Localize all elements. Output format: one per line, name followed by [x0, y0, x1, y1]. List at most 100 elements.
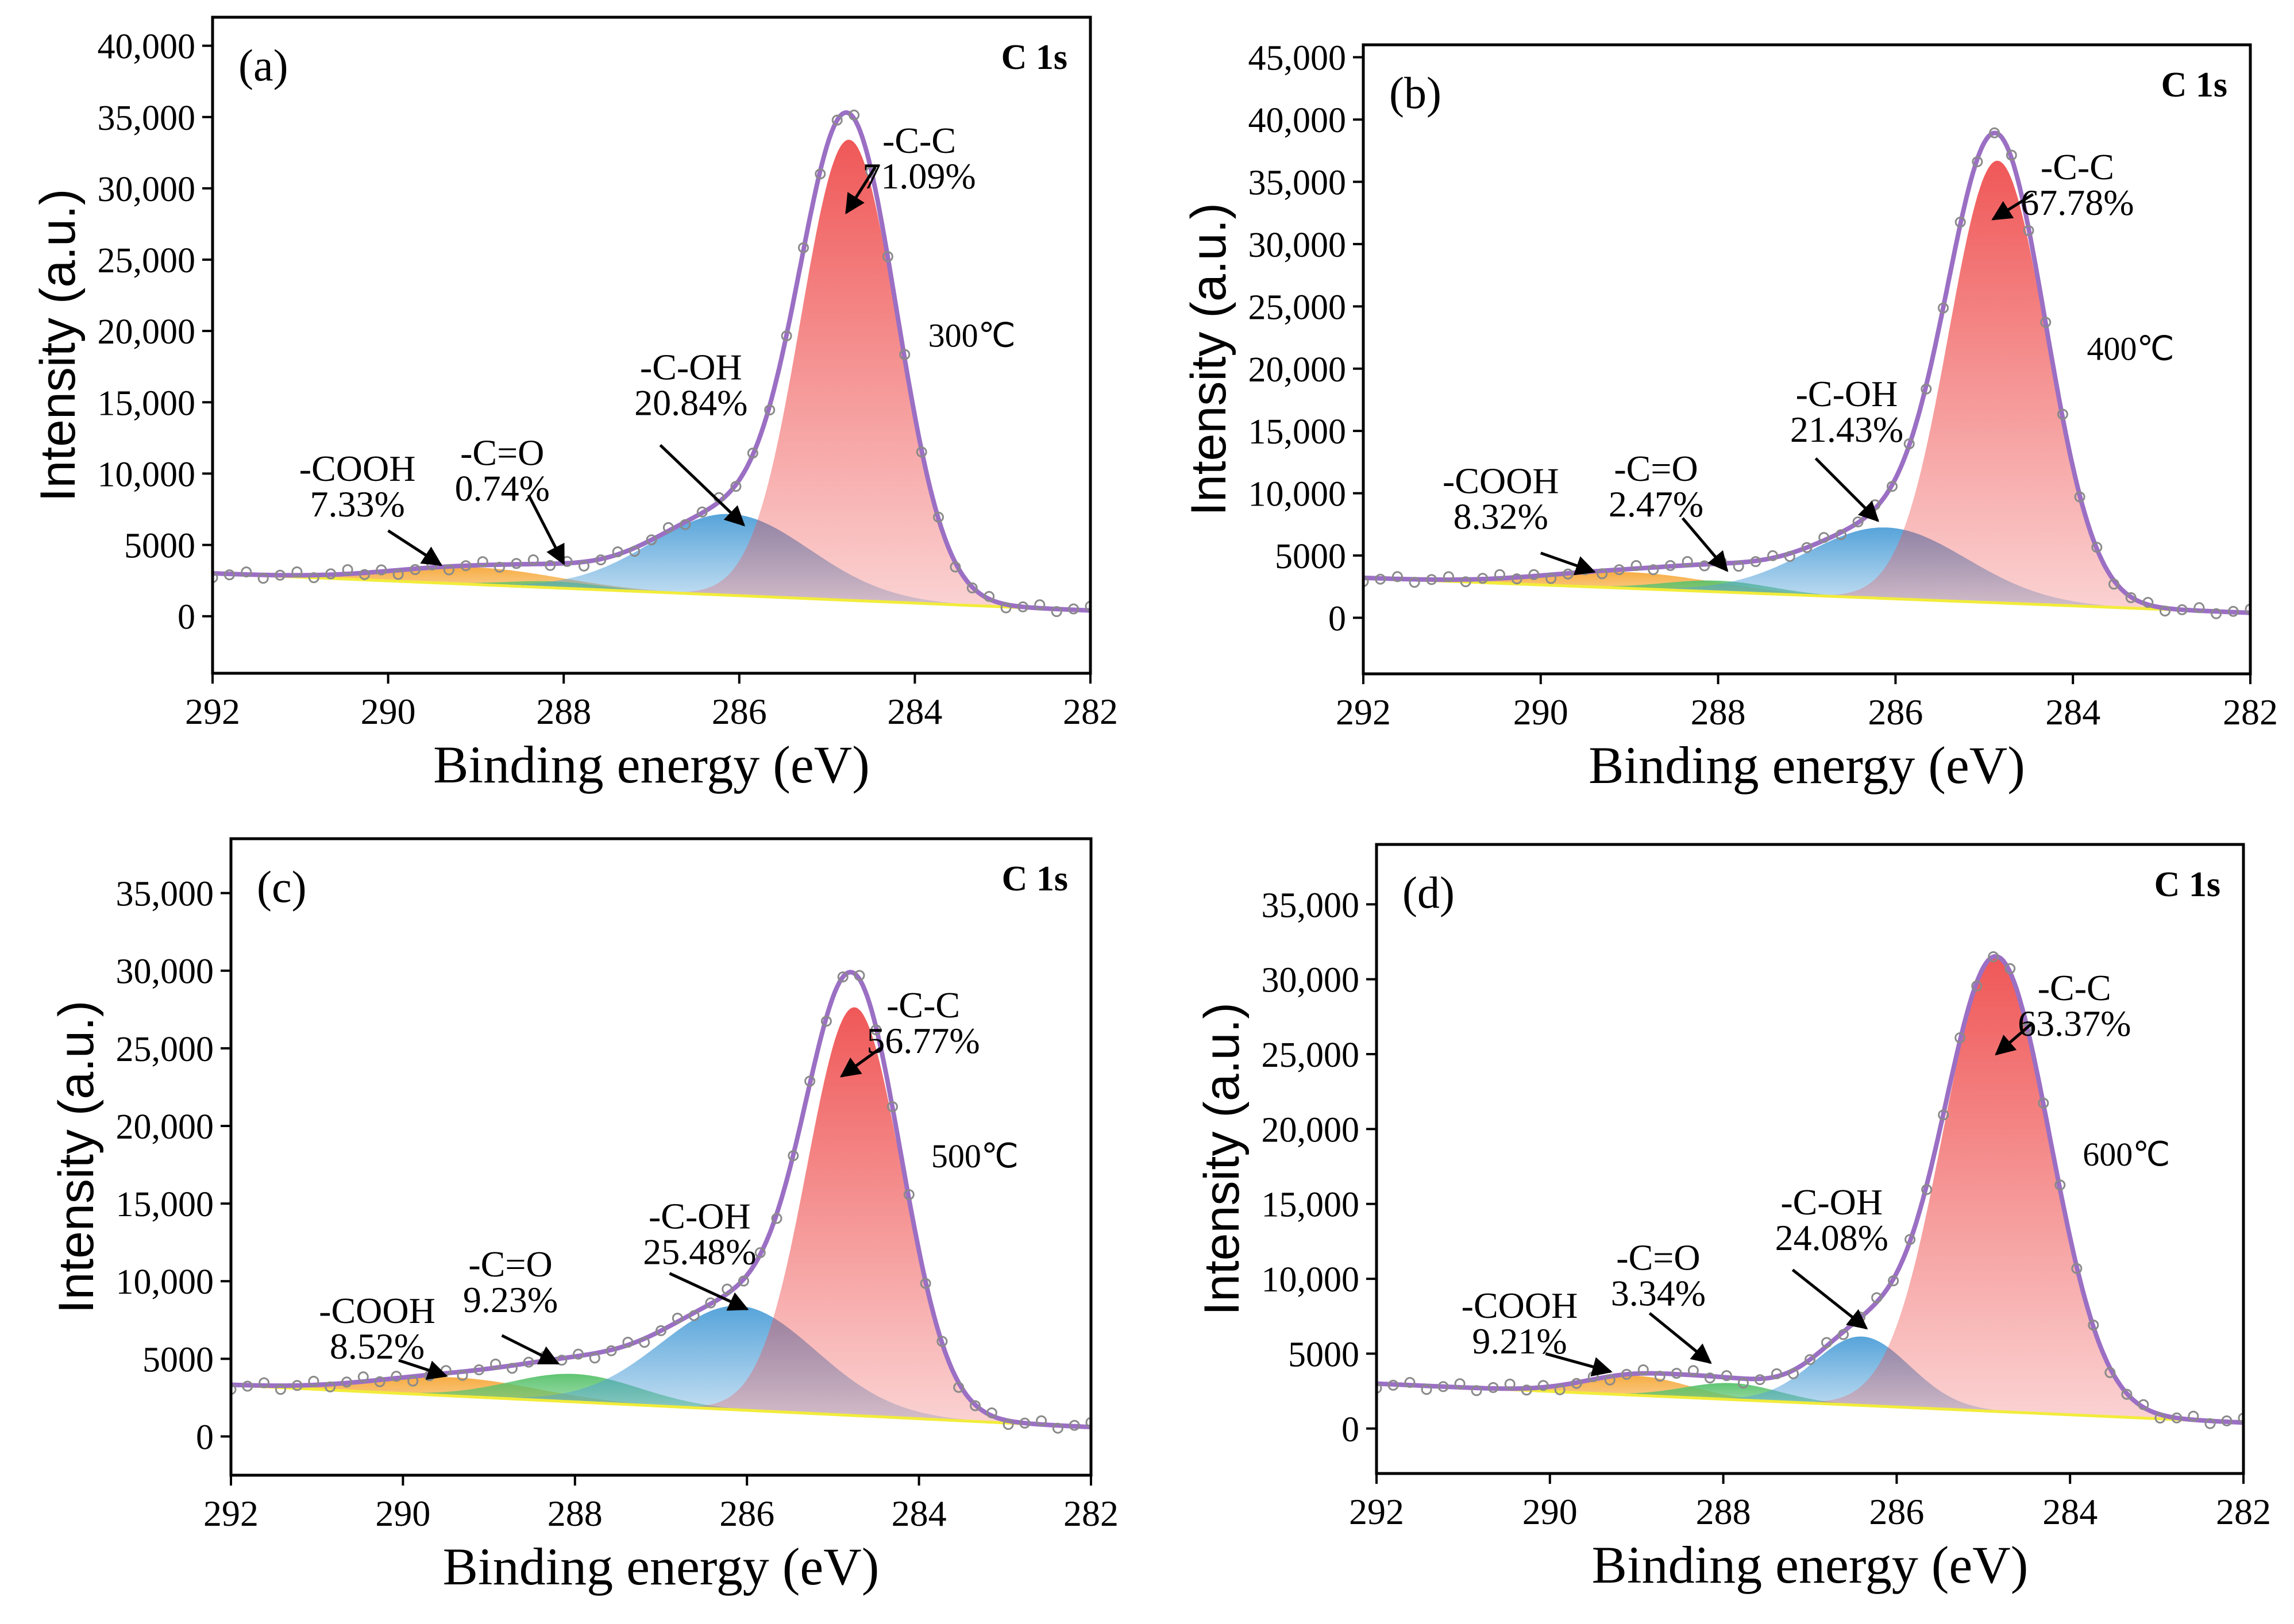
- peak-name-label: -C-C: [886, 985, 960, 1025]
- data-point: [680, 519, 691, 530]
- data-point: [837, 971, 849, 983]
- peak-name-label: -C-C: [882, 120, 956, 161]
- data-point: [342, 564, 353, 576]
- peak-name-label: -C-OH: [1780, 1182, 1883, 1222]
- data-point: [2006, 149, 2017, 161]
- data-point: [831, 114, 843, 126]
- x-tick-label: 288: [1696, 1491, 1751, 1532]
- x-tick-label: 282: [2223, 692, 2278, 732]
- x-tick-label: 286: [1868, 692, 1923, 732]
- envelope-fit-line: [231, 970, 1091, 1430]
- peak-area-cooh: [1363, 572, 2250, 613]
- data-point: [231, 1384, 237, 1395]
- data-point: [920, 1278, 931, 1289]
- y-tick-label: 30,000: [98, 170, 196, 209]
- y-tick-label: 0: [196, 1418, 214, 1457]
- data-point: [573, 1348, 584, 1360]
- data-point: [2108, 578, 2119, 590]
- data-point: [506, 1363, 518, 1374]
- data-point: [1648, 564, 1659, 576]
- y-tick-label: 30,000: [1262, 961, 1360, 1000]
- x-tick-label: 286: [712, 691, 767, 732]
- y-tick-label: 25,000: [116, 1030, 214, 1069]
- data-point: [2125, 592, 2137, 603]
- data-point: [696, 506, 708, 518]
- data-point: [392, 569, 404, 580]
- annotation-arrow: [1540, 551, 1596, 576]
- data-point: [1971, 980, 1983, 992]
- data-point: [2171, 1412, 2183, 1424]
- data-point: [1621, 1368, 1632, 1380]
- data-point: [1477, 573, 1489, 584]
- peak-area-cooh: [231, 1377, 1091, 1428]
- x-tick-label: 290: [375, 1493, 430, 1534]
- plot-area: [231, 970, 1091, 1434]
- peak-percent-label: 67.78%: [2021, 182, 2134, 223]
- data-point: [1391, 571, 1403, 583]
- peak-name-label: -COOH: [299, 448, 416, 489]
- x-tick-label: 284: [887, 691, 942, 732]
- data-point: [1888, 1275, 1899, 1287]
- data-point: [2104, 1367, 2116, 1378]
- x-axis-title: Binding energy (eV): [433, 735, 870, 794]
- peak-percent-label: 2.47%: [1609, 484, 1703, 524]
- peak-name-label: -C=O: [1616, 1237, 1700, 1278]
- y-tick-label: 20,000: [116, 1108, 214, 1147]
- data-point: [1671, 1368, 1682, 1379]
- peak-name-label: -COOH: [319, 1290, 435, 1331]
- annotation-arrow: [1681, 517, 1729, 572]
- baseline-line: [213, 572, 1090, 612]
- y-axis-title: Intensity (a.u.): [30, 189, 86, 502]
- data-point: [1034, 599, 1046, 611]
- data-point: [1788, 1368, 1799, 1379]
- data-point: [1511, 573, 1522, 585]
- x-tick-label: 288: [536, 691, 591, 732]
- data-point: [2040, 317, 2052, 328]
- y-tick-label: 35,000: [1248, 164, 1347, 203]
- data-point: [1003, 1419, 1014, 1430]
- chart-panel-d: 292 290 288 286 284 282 0 5000 10,000 15,000 20,00…: [1194, 843, 2271, 1594]
- y-tick-label: 5000: [124, 527, 195, 566]
- y-axis-title: Intensity (a.u.): [1181, 203, 1236, 516]
- data-point: [1085, 600, 1090, 612]
- envelope-fit-line: [1363, 130, 2250, 615]
- data-point: [213, 572, 218, 583]
- y-tick-label: 15,000: [1248, 412, 1347, 452]
- data-point: [798, 242, 809, 253]
- y-tick-label: 10,000: [98, 455, 196, 494]
- data-point: [788, 1150, 799, 1162]
- plot-frame: [229, 837, 1093, 1477]
- chart-panel-a: 292 290 288 286 284 282 0 5000 10,000 15,000 20,00…: [30, 16, 1118, 794]
- x-tick-label: 284: [892, 1493, 947, 1534]
- data-point: [2038, 1097, 2049, 1109]
- peak-name-label: -C-C: [2038, 967, 2111, 1008]
- data-point: [1838, 1329, 1849, 1340]
- data-point: [275, 1384, 286, 1395]
- data-point: [870, 1024, 882, 1036]
- y-tick-label: 20,000: [1262, 1110, 1360, 1149]
- x-tick-label: 286: [1869, 1491, 1924, 1532]
- peak-name-label: -C-OH: [640, 347, 742, 388]
- data-point: [523, 1356, 534, 1368]
- data-point: [1954, 217, 1966, 228]
- data-point: [291, 566, 303, 577]
- temperature-label: 400℃: [2087, 330, 2174, 368]
- data-point: [1421, 1384, 1432, 1395]
- data-point: [622, 1337, 634, 1348]
- x-tick-label: 292: [203, 1493, 259, 1534]
- data-point: [1954, 1032, 1966, 1043]
- annotation-arrow: [1791, 1268, 1868, 1330]
- data-point: [1921, 383, 1932, 395]
- data-point: [1443, 571, 1454, 583]
- data-point: [953, 1382, 965, 1393]
- plot-frame: [1375, 843, 2245, 1475]
- peak-percent-label: 3.34%: [1611, 1272, 1706, 1313]
- data-point: [457, 1370, 468, 1381]
- data-point: [1904, 1234, 1916, 1245]
- annotation-arrow: [1814, 457, 1879, 522]
- data-point: [2023, 225, 2034, 236]
- data-point: [1068, 603, 1079, 615]
- data-point: [804, 1075, 816, 1087]
- y-tick-label: 25,000: [1248, 288, 1347, 327]
